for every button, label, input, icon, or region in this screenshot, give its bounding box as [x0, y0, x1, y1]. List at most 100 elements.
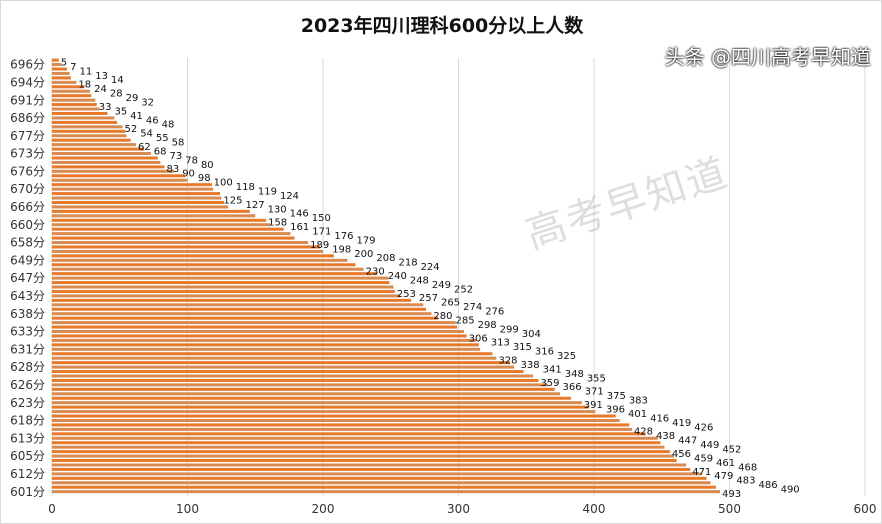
data-label: 383: [629, 396, 648, 407]
bar: [52, 418, 620, 422]
y-tick-label: 676分: [10, 164, 45, 178]
y-tick-label: 633分: [10, 325, 45, 339]
data-label: 48: [162, 120, 175, 131]
data-label: 253: [397, 289, 416, 300]
bar: [52, 365, 515, 369]
bar: [52, 383, 548, 387]
data-label: 54: [140, 129, 153, 140]
data-label: 125: [223, 195, 242, 206]
bar: [52, 347, 481, 351]
bar: [52, 223, 271, 227]
bar: [52, 196, 222, 200]
data-label: 118: [236, 182, 255, 193]
bar: [52, 490, 721, 494]
bar: [52, 312, 432, 316]
bar: [52, 129, 126, 133]
data-label: 285: [455, 315, 474, 326]
bar: [52, 218, 267, 222]
data-label: 73: [169, 151, 182, 162]
data-label: 416: [650, 413, 669, 424]
bar: [52, 481, 711, 485]
data-label: 428: [634, 427, 653, 438]
data-label: 83: [166, 164, 179, 175]
bar: [52, 436, 658, 440]
bar: [52, 356, 497, 360]
data-label: 5: [61, 57, 67, 68]
data-label: 18: [78, 80, 91, 91]
bar: [52, 267, 364, 271]
data-label: 179: [356, 235, 375, 246]
data-label: 41: [130, 111, 143, 122]
bar: [52, 467, 691, 471]
data-label: 276: [485, 307, 504, 318]
y-tick-label: 626分: [10, 378, 45, 392]
bar: [52, 71, 70, 75]
data-label: 348: [565, 369, 584, 380]
bar: [52, 169, 174, 173]
bar: [52, 94, 92, 98]
bar: [52, 298, 412, 302]
bar: [52, 232, 291, 236]
data-label: 150: [312, 213, 331, 224]
data-label: 35: [114, 106, 127, 117]
data-label: 224: [421, 262, 440, 273]
data-label: 328: [498, 356, 517, 367]
x-tick-label: 300: [447, 502, 470, 516]
data-label: 11: [80, 66, 93, 77]
data-label: 265: [441, 298, 460, 309]
data-label: 124: [280, 191, 299, 202]
data-label: 391: [584, 400, 603, 411]
bar: [52, 485, 716, 489]
bar: [52, 116, 115, 120]
data-label: 62: [138, 142, 151, 153]
data-label: 274: [463, 302, 482, 313]
bar: [52, 361, 510, 365]
bar: [52, 285, 394, 289]
chart-title: 2023年四川理科600分以上人数: [300, 15, 584, 37]
bar: [52, 325, 458, 329]
bar: [52, 427, 632, 431]
data-label: 100: [214, 178, 233, 189]
data-label: 68: [154, 146, 167, 157]
y-tick-label: 643分: [10, 289, 45, 303]
bar: [52, 63, 62, 67]
bar: [52, 374, 534, 378]
data-label: 158: [268, 218, 287, 229]
bar: [52, 276, 389, 280]
data-label: 46: [146, 115, 159, 126]
bar: [52, 103, 97, 107]
data-label: 452: [722, 445, 741, 456]
bar: [52, 76, 71, 80]
data-label: 306: [469, 333, 488, 344]
y-tick-label: 673分: [10, 147, 45, 161]
bar: [52, 307, 426, 311]
y-tick-label: 649分: [10, 253, 45, 267]
data-label: 461: [716, 458, 735, 469]
data-label: 55: [156, 133, 169, 144]
bar: [52, 80, 77, 84]
x-tick-label: 0: [48, 502, 56, 516]
bar: [52, 143, 137, 147]
y-tick-label: 691分: [10, 93, 45, 107]
bar: [52, 178, 188, 182]
bar: [52, 241, 309, 245]
bar: [52, 334, 467, 338]
data-label: 98: [198, 173, 211, 184]
bar: [52, 463, 687, 467]
y-tick-label: 612分: [10, 467, 45, 481]
data-label: 33: [99, 102, 112, 113]
data-label: 304: [522, 329, 541, 340]
bar: [52, 281, 390, 285]
bar: [52, 187, 214, 191]
data-label: 80: [201, 160, 214, 171]
bar: [52, 174, 185, 178]
data-label: 240: [388, 271, 407, 282]
x-tick-label: 500: [718, 502, 741, 516]
data-label: 471: [692, 467, 711, 478]
bar: [52, 245, 321, 249]
bar: [52, 209, 250, 213]
bar: [52, 165, 165, 169]
y-tick-label: 670分: [10, 182, 45, 196]
